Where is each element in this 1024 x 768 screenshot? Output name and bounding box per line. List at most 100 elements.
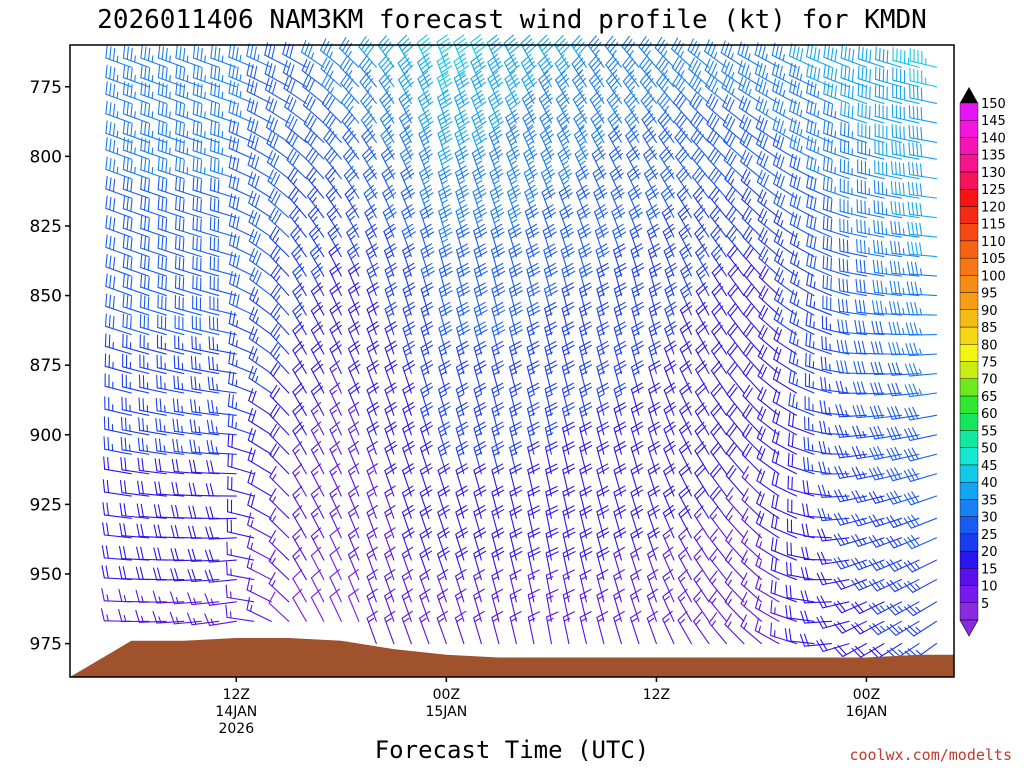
wind-barb (789, 98, 815, 124)
wind-barb (310, 262, 325, 297)
legend-label: 65 (981, 390, 998, 405)
wind-barb (509, 463, 523, 497)
wind-barb (173, 355, 202, 375)
wind-barb (437, 402, 451, 436)
wind-barb (205, 506, 237, 520)
wind-barb (171, 458, 202, 475)
wind-barb (292, 441, 307, 475)
wind-barb (677, 569, 692, 603)
wind-barb (339, 56, 360, 88)
wind-barb (822, 274, 850, 297)
wind-barb (851, 601, 885, 615)
wind-barb (788, 392, 815, 416)
wind-barb (816, 572, 850, 586)
wind-barb (613, 421, 627, 455)
wind-barb (137, 437, 167, 455)
wind-barb (103, 416, 132, 436)
wind-barb (725, 442, 745, 475)
wind-barb (579, 463, 593, 497)
wind-barb (722, 113, 745, 143)
wind-barb (787, 452, 815, 475)
wind-barb (678, 223, 692, 258)
wind-barb (644, 184, 660, 219)
wind-barb (306, 166, 325, 199)
wind-barb (526, 282, 541, 316)
wind-barb (538, 70, 553, 105)
wind-barb (855, 238, 885, 258)
wind-barb (592, 165, 607, 199)
wind-barb (772, 78, 798, 105)
wind-barb (904, 601, 938, 617)
wind-barb (455, 360, 469, 394)
wind-barb (308, 224, 325, 258)
wind-barb (310, 360, 325, 394)
wind-barb (857, 102, 885, 124)
wind-barb (174, 274, 202, 297)
wind-barb (119, 479, 150, 497)
wind-barb (310, 301, 325, 336)
wind-barb (322, 111, 342, 143)
wind-barb (210, 64, 237, 88)
wind-barb (903, 579, 938, 593)
wind-barb (622, 55, 640, 88)
wind-barb (364, 204, 377, 238)
wind-barb (613, 301, 627, 336)
wind-barb (226, 518, 255, 539)
wind-barb (270, 303, 290, 336)
wind-barb (508, 321, 523, 355)
wind-barb (521, 90, 536, 124)
wind-barb (455, 204, 470, 238)
wind-barb (758, 285, 780, 316)
legend-swatch (959, 602, 979, 621)
wind-barb (821, 335, 850, 355)
wind-barb (789, 250, 815, 277)
chart-title: 2026011406 NAM3KM forecast wind profile … (97, 5, 927, 35)
wind-barb (204, 613, 237, 626)
wind-barb (868, 558, 903, 572)
wind-barb (868, 534, 903, 548)
wind-barb (269, 226, 290, 258)
wind-barb (800, 610, 833, 624)
wind-barb (153, 547, 185, 561)
wind-barb (188, 459, 220, 475)
wind-barb (420, 402, 433, 436)
wind-barb (139, 314, 167, 336)
wind-barb (473, 321, 488, 355)
wind-barb (310, 340, 325, 375)
wind-barb (209, 177, 237, 199)
wind-barb (209, 295, 237, 316)
wind-barb (157, 196, 185, 219)
wind-barb (270, 264, 290, 297)
wind-barb (417, 90, 434, 124)
wind-barb (491, 588, 504, 622)
wind-barb (417, 70, 434, 105)
wind-barb (680, 262, 693, 297)
wind-barb (246, 97, 272, 124)
wind-barb (545, 547, 559, 581)
wind-barb (102, 502, 132, 519)
wind-barb (704, 39, 727, 68)
wind-barb (887, 406, 920, 420)
legend-label: 95 (981, 287, 998, 302)
wind-barb (579, 360, 593, 394)
legend-swatch (959, 550, 979, 569)
wind-barb (524, 204, 539, 238)
wind-barb (724, 571, 745, 603)
wind-barb (154, 458, 185, 475)
wind-barb (473, 569, 485, 603)
wind-barb (823, 80, 850, 105)
wind-barb (169, 591, 202, 605)
wind-barb (613, 485, 627, 519)
wind-barb (329, 527, 342, 561)
wind-barb (544, 340, 558, 375)
wind-barb (562, 485, 576, 519)
wind-barb (789, 62, 815, 88)
wind-barb (104, 353, 132, 375)
wind-barb (347, 568, 360, 603)
wind-barb (488, 126, 503, 160)
wind-barb (873, 199, 903, 219)
wind-barb (870, 361, 903, 376)
wind-barb (527, 485, 541, 519)
wind-barb (175, 137, 202, 160)
y-tick-label: 775 (30, 78, 62, 98)
